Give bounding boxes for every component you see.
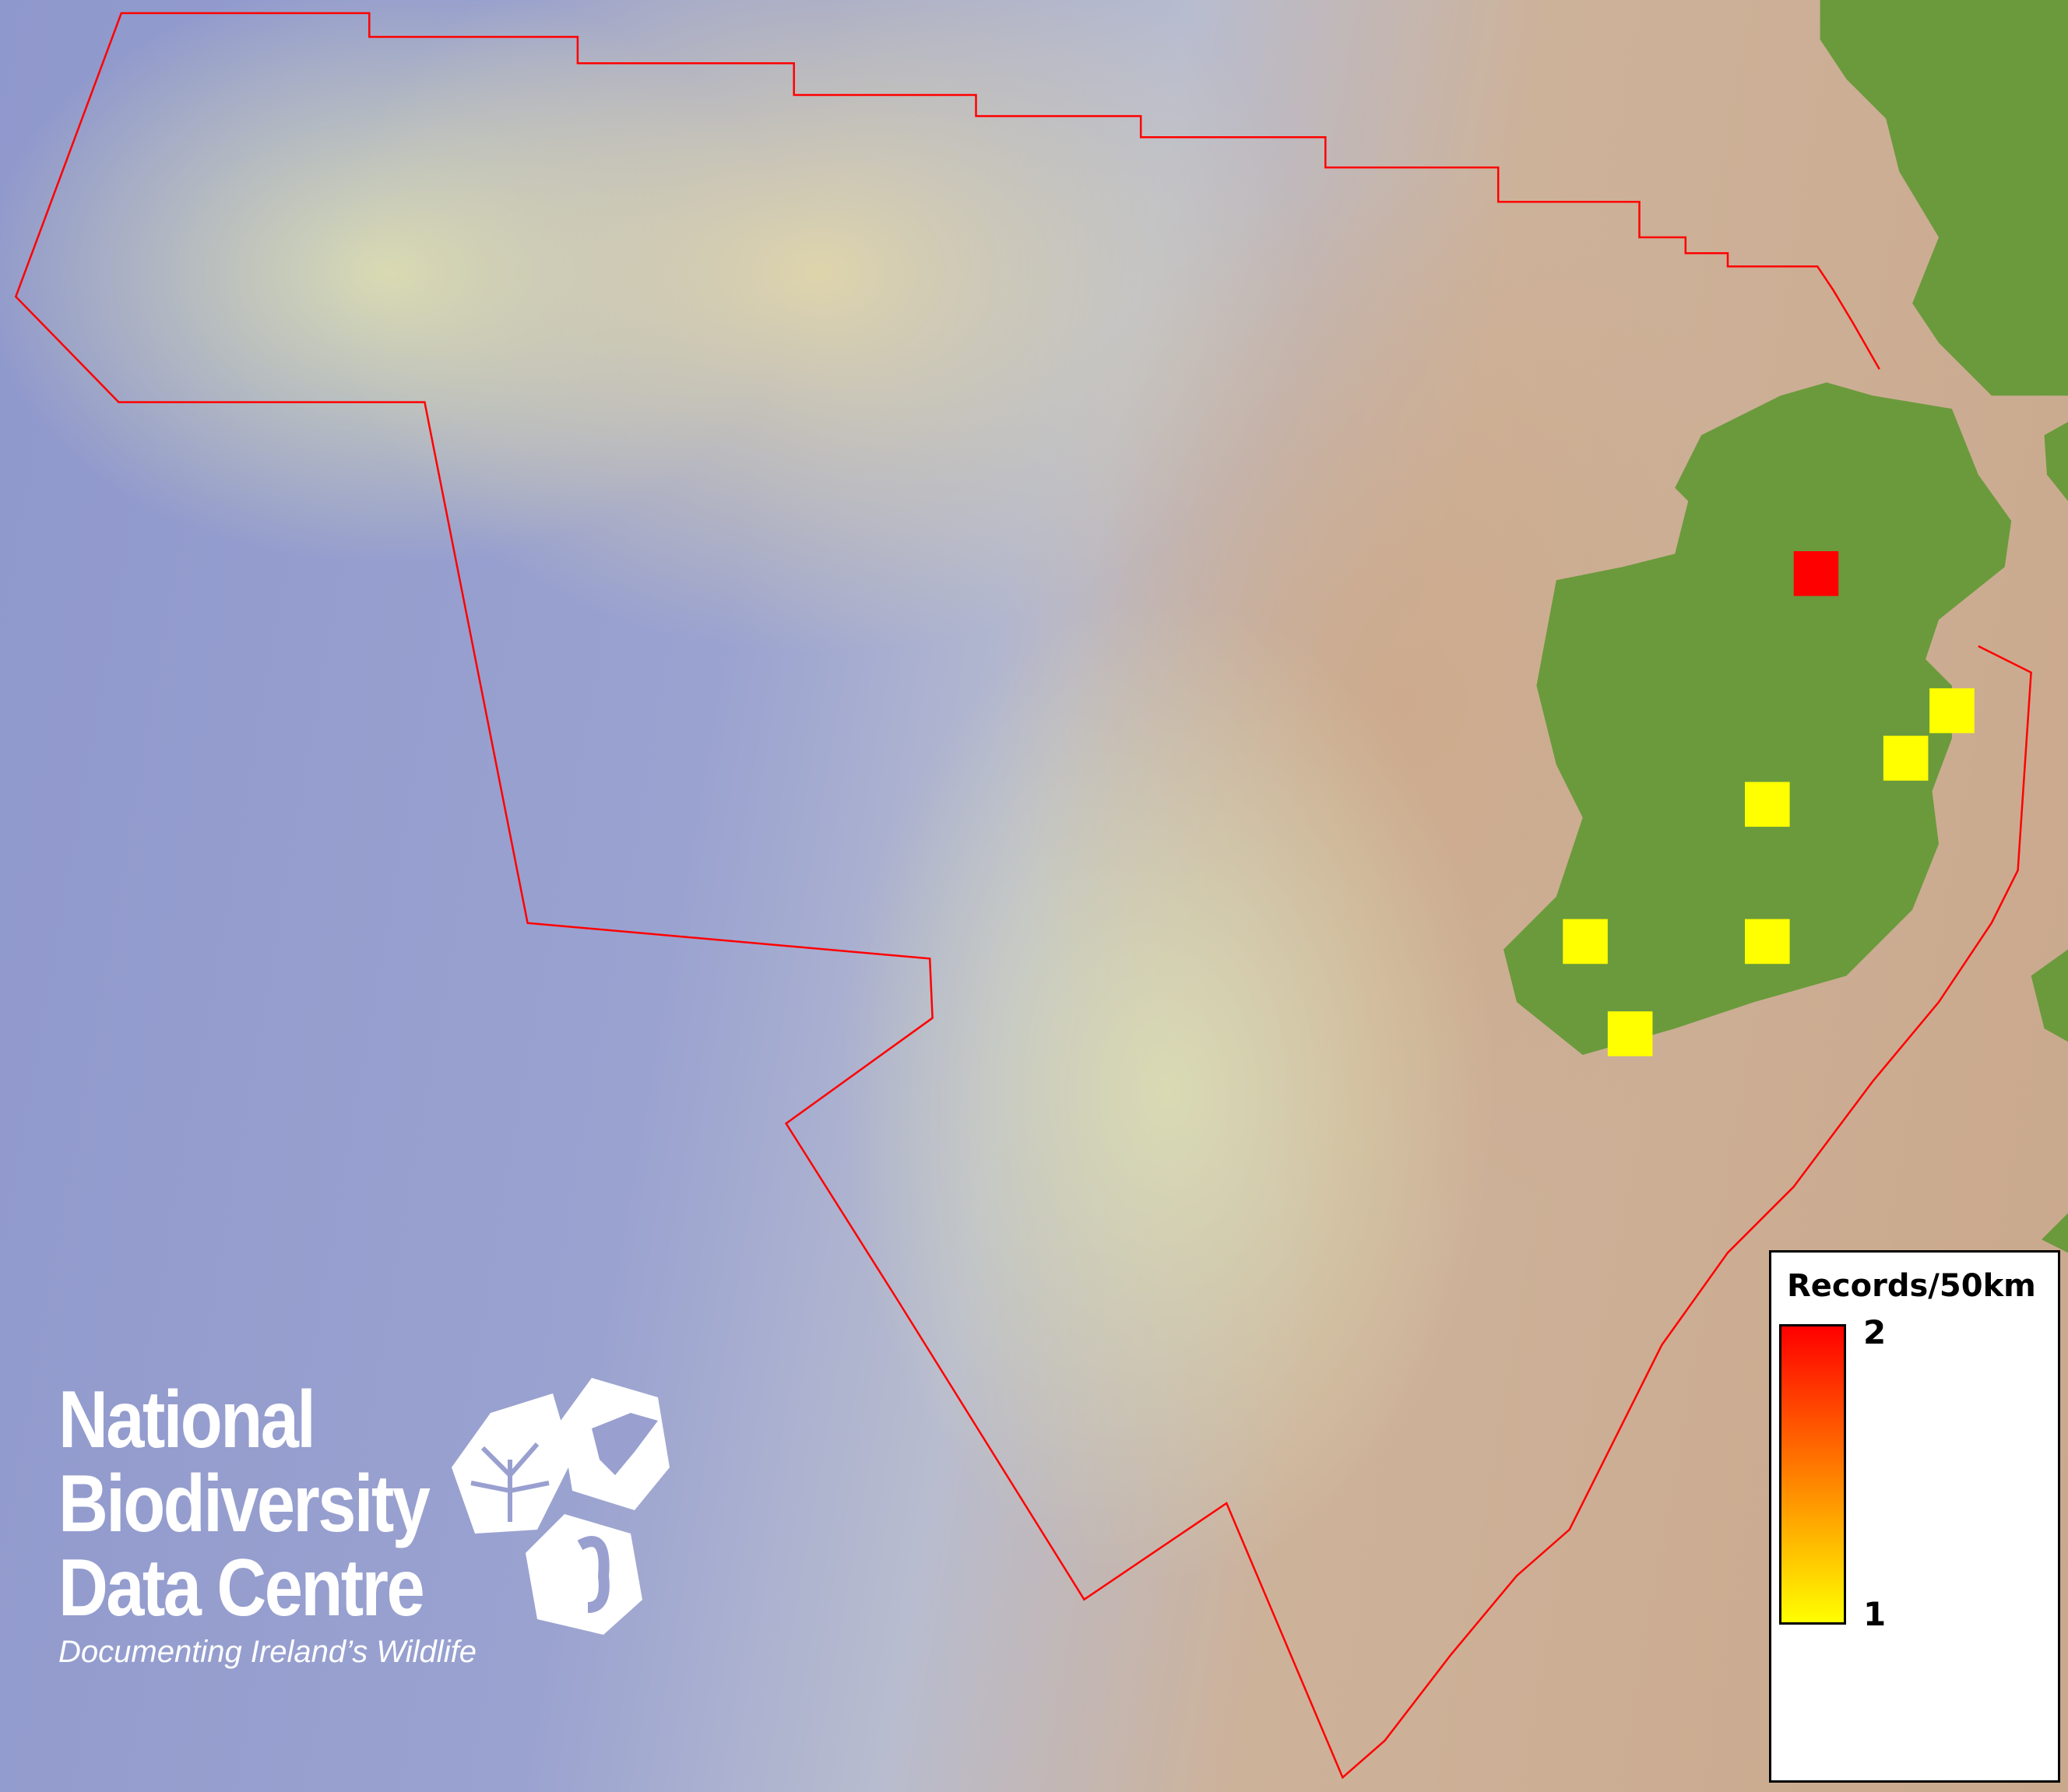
logo-tagline: Documenting Ireland’s Wildlife <box>58 1635 477 1669</box>
boundary-line <box>14 12 2032 1780</box>
nbdc-logo: National Biodiversity Data Centre Docume… <box>58 1378 494 1670</box>
grid-cell-records-1[interactable] <box>1929 688 1975 733</box>
land-layer <box>1504 0 2068 1253</box>
grid-cells <box>1563 551 1975 1056</box>
logo-line-2: Biodiversity <box>58 1459 431 1549</box>
grid-cell-records-1[interactable] <box>1883 736 1929 781</box>
wales-landmass <box>2031 949 2068 1042</box>
scotland-landmass <box>1820 0 2068 396</box>
logo-hexagons-icon <box>452 1378 670 1635</box>
legend-title: Records/50km <box>1787 1268 2036 1304</box>
grid-cell-records-1[interactable] <box>1607 1011 1653 1056</box>
grid-cell-records-2[interactable] <box>1793 551 1839 596</box>
grid-cell-records-1[interactable] <box>1745 782 1790 827</box>
cornwall-landmass <box>2042 1213 2068 1253</box>
legend-max-label: 2 <box>1863 1313 1887 1351</box>
ireland-landmass <box>1504 382 2012 1056</box>
grid-cell-records-1[interactable] <box>1745 919 1790 965</box>
legend-color-ramp <box>1779 1324 1846 1625</box>
legend-min-label: 1 <box>1863 1595 1887 1633</box>
grid-cell-records-1[interactable] <box>1563 919 1608 965</box>
logo-line-3: Data Centre <box>58 1543 425 1633</box>
england-landmass <box>2044 422 2068 501</box>
legend: Records/50km 2 1 <box>1769 1250 2060 1783</box>
logo-line-1: National <box>58 1375 316 1465</box>
